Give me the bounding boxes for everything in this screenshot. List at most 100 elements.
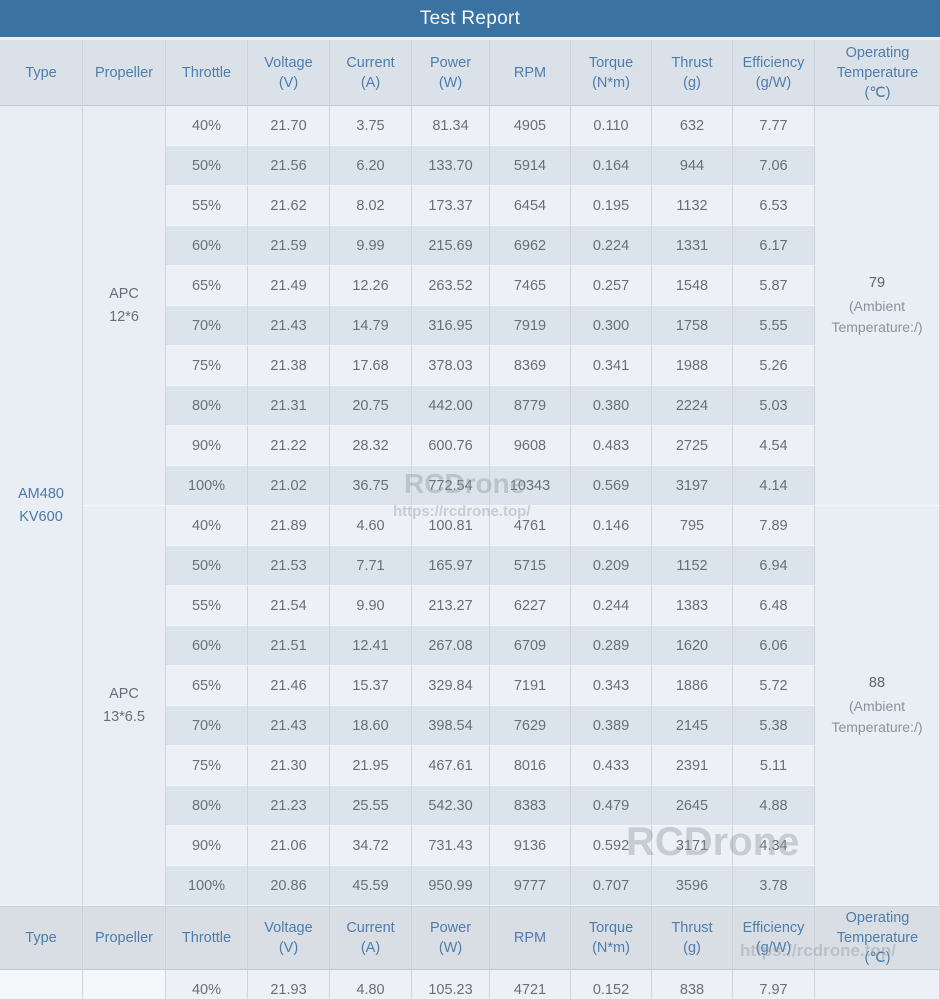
cell-power: 213.27 (412, 586, 490, 626)
temperature-note: (Ambient Temperature:/) (831, 697, 923, 735)
cell-current: 12.26 (330, 266, 412, 306)
column-label: Operating Temperature (836, 44, 919, 81)
cell-voltage: 21.02 (248, 466, 330, 506)
cell-voltage: 21.38 (248, 346, 330, 386)
cell-torque: 0.164 (571, 146, 652, 186)
cell-throttle: 40% (166, 970, 248, 999)
cell-rpm: 7919 (490, 306, 571, 346)
column-label: Power (429, 920, 472, 936)
cell-thrust: 1548 (652, 266, 733, 306)
column-label: Propeller (94, 930, 154, 946)
cell-torque: 0.569 (571, 466, 652, 506)
cell-current: 14.79 (330, 306, 412, 346)
column-label: Thrust (671, 54, 713, 71)
cell-power: 398.54 (412, 706, 490, 746)
cell-power: 467.61 (412, 746, 490, 786)
column-label: Current (346, 54, 395, 71)
cell-torque: 0.433 (571, 746, 652, 786)
column-header-thrust: Thrust (g) (652, 906, 733, 970)
column-label: Power (429, 54, 472, 71)
data-row: 50% 21.56 6.20 133.70 5914 0.164 944 7.06 (0, 146, 940, 186)
cell-rpm: 6962 (490, 226, 571, 266)
cell-rpm: 7191 (490, 666, 571, 706)
data-row: 100% 20.86 45.59 950.99 9777 0.707 3596 3.78 (0, 866, 940, 906)
cell-power: 133.70 (412, 146, 490, 186)
cell-efficiency: 4.88 (733, 786, 815, 826)
cell-power: 165.97 (412, 546, 490, 586)
cell-torque: 0.224 (571, 226, 652, 266)
cell-throttle: 40% (166, 506, 248, 546)
column-header-operating-temperature: Operating Temperature (℃) (815, 906, 940, 970)
cell-throttle: 80% (166, 386, 248, 426)
data-row: 90% 21.22 28.32 600.76 9608 0.483 2725 4.54 (0, 426, 940, 466)
data-row: APC 13*6.5 40% 21.89 4.60 100.81 4761 0.146 795 7… (0, 506, 940, 906)
column-header-propeller: Propeller (83, 906, 166, 970)
data-row: 60% 21.59 9.99 215.69 6962 0.224 1331 6.17 (0, 226, 940, 266)
cell-voltage: 21.22 (248, 426, 330, 466)
cell-efficiency: 7.89 (733, 506, 815, 546)
data-row: 90% 21.06 34.72 731.43 9136 0.592 3171 4.34 (0, 826, 940, 866)
cell-throttle: 75% (166, 746, 248, 786)
cell-current: 17.68 (330, 346, 412, 386)
cell-torque: 0.146 (571, 506, 652, 546)
cell-rpm: 8779 (490, 386, 571, 426)
cell-efficiency: 6.53 (733, 186, 815, 226)
cell-power: 950.99 (412, 866, 490, 906)
column-label: Torque (588, 54, 634, 71)
cell-power: 329.84 (412, 666, 490, 706)
column-header-throttle: Throttle (166, 906, 248, 970)
cell-current: 15.37 (330, 666, 412, 706)
column-label: RPM (513, 64, 547, 81)
cell-rpm: 8369 (490, 346, 571, 386)
title-divider (0, 37, 940, 40)
data-row: 75% 21.30 21.95 467.61 8016 0.433 2391 5.11 (0, 746, 940, 786)
cell-voltage: 21.31 (248, 386, 330, 426)
cell-thrust: 3596 (652, 866, 733, 906)
propeller-cell-line2: 13*6.5 (103, 708, 145, 725)
cell-throttle: 40% (166, 106, 248, 146)
footer-type-cell (0, 970, 83, 999)
data-row: 40% 21.93 4.80 105.23 4721 0.152 838 7.97 (0, 970, 940, 999)
cell-current: 4.60 (330, 506, 412, 546)
column-header-type: Type (0, 40, 83, 106)
motor-type-cell: AM480 KV600 (0, 106, 83, 906)
column-label: Throttle (181, 64, 232, 81)
cell-torque: 0.257 (571, 266, 652, 306)
cell-rpm: 7465 (490, 266, 571, 306)
cell-thrust: 2645 (652, 786, 733, 826)
data-row: 70% 21.43 18.60 398.54 7629 0.389 2145 5.38 (0, 706, 940, 746)
cell-voltage: 21.49 (248, 266, 330, 306)
cell-voltage: 21.53 (248, 546, 330, 586)
cell-current: 3.75 (330, 106, 412, 146)
propeller-cell: APC 12*6 (83, 106, 166, 506)
cell-thrust: 2725 (652, 426, 733, 466)
cell-torque: 0.707 (571, 866, 652, 906)
cell-throttle: 50% (166, 146, 248, 186)
column-unit: (g) (683, 74, 701, 91)
footer-temperature-cell (815, 970, 940, 999)
cell-current: 36.75 (330, 466, 412, 506)
cell-voltage: 21.56 (248, 146, 330, 186)
cell-power: 600.76 (412, 426, 490, 466)
cell-power: 81.34 (412, 106, 490, 146)
column-unit: (g/W) (755, 940, 792, 956)
column-header-power: Power (W) (412, 40, 490, 106)
cell-throttle: 55% (166, 186, 248, 226)
cell-voltage: 21.70 (248, 106, 330, 146)
cell-efficiency: 6.48 (733, 586, 815, 626)
cell-rpm: 5715 (490, 546, 571, 586)
cell-thrust: 838 (652, 970, 733, 999)
cell-rpm: 5914 (490, 146, 571, 186)
cell-rpm: 9136 (490, 826, 571, 866)
data-row: 80% 21.31 20.75 442.00 8779 0.380 2224 5.03 (0, 386, 940, 426)
temperature-note: (Ambient Temperature:/) (831, 297, 923, 335)
cell-rpm: 9777 (490, 866, 571, 906)
cell-voltage: 21.23 (248, 786, 330, 826)
column-header-torque: Torque (N*m) (571, 906, 652, 970)
column-label: Throttle (181, 930, 232, 946)
cell-voltage: 21.59 (248, 226, 330, 266)
cell-torque: 0.341 (571, 346, 652, 386)
cell-torque: 0.244 (571, 586, 652, 626)
cell-throttle: 70% (166, 306, 248, 346)
column-label: RPM (513, 930, 547, 946)
